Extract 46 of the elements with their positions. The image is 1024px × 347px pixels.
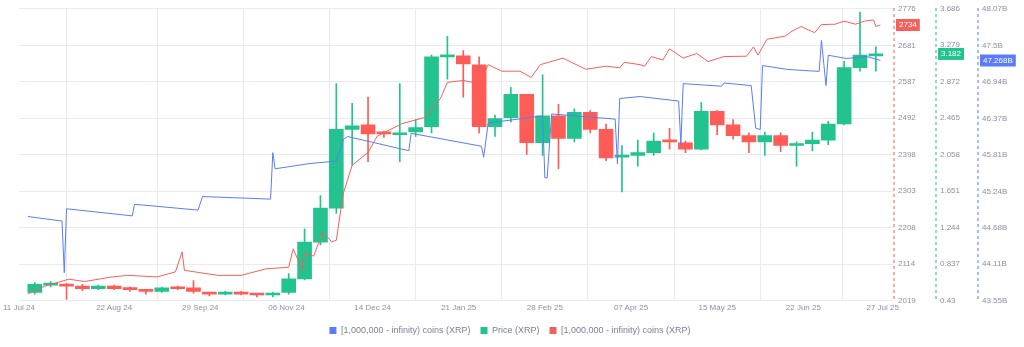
y-tick-label: 48.07B: [982, 4, 1008, 13]
y3-tick-label: 2776: [898, 4, 917, 13]
y-tick-label: 46.37B: [982, 113, 1008, 123]
y3-tick-label: 2492: [898, 113, 917, 123]
y3-tick-label: 2114: [898, 259, 916, 269]
y-tick-label: 44.11B: [982, 259, 1007, 269]
y2-tick-label: 3.686: [940, 4, 961, 13]
y3-tick-label: 2019: [898, 295, 917, 305]
x-tick-label: 11 Jul 24: [3, 303, 36, 313]
y3-tick-label: 2587: [898, 76, 917, 86]
x-tick-label: 06 Nov 24: [268, 303, 306, 313]
legend-label: [1,000,000 - infinity) coins (XRP): [561, 324, 691, 335]
x-tick-label: 22 Jun 25: [785, 303, 822, 313]
y-tick-label: 45.81B: [982, 149, 1008, 159]
y2-tick-label: 0.837: [940, 259, 961, 269]
y3-tick-label: 2303: [898, 186, 917, 196]
y-tick-label: 45.24B: [982, 186, 1008, 196]
y-tick-label: 46.94B: [982, 76, 1008, 86]
x-tick-label: 27 Jul 25: [866, 303, 900, 313]
x-tick-label: 07 Apr 25: [613, 303, 649, 313]
y-tick-label: 47.5B: [982, 40, 1003, 50]
x-tick-label: 28 Feb 25: [526, 303, 564, 313]
y2-tick-label: 2.058: [940, 149, 961, 159]
y-tick-label: 43.55B: [982, 295, 1008, 305]
text: 2734: [899, 20, 918, 30]
candlestick: [392, 83, 408, 162]
legend-label: [1,000,000 - infinity) coins (XRP): [340, 324, 471, 335]
y2-tick-label: 2.872: [940, 76, 961, 86]
y-tick-label: 44.68B: [982, 222, 1008, 232]
x-tick-label: 15 May 25: [698, 303, 737, 313]
x-tick-label: 21 Jan 25: [441, 303, 477, 313]
y3-tick-label: 2398: [898, 149, 917, 159]
x-tick-label: 14 Dec 24: [354, 303, 392, 313]
y2-tick-label: 1.651: [940, 186, 961, 196]
x-tick-label: 29 Sep 24: [182, 303, 220, 313]
y2-tick-label: 0.43: [940, 295, 957, 305]
x-tick-label: 22 Aug 24: [96, 303, 133, 313]
text: 3.182: [941, 49, 962, 59]
y3-tick-label: 2208: [898, 222, 917, 232]
text: 47.268B: [983, 55, 1013, 65]
y2-tick-label: 3.279: [940, 40, 961, 50]
y3-tick-label: 2681: [898, 40, 917, 50]
legend-label: Price (XRP): [492, 324, 540, 335]
candlestick: [455, 50, 471, 98]
y2-tick-label: 1.244: [940, 222, 961, 232]
y2-tick-label: 2.465: [940, 113, 961, 123]
